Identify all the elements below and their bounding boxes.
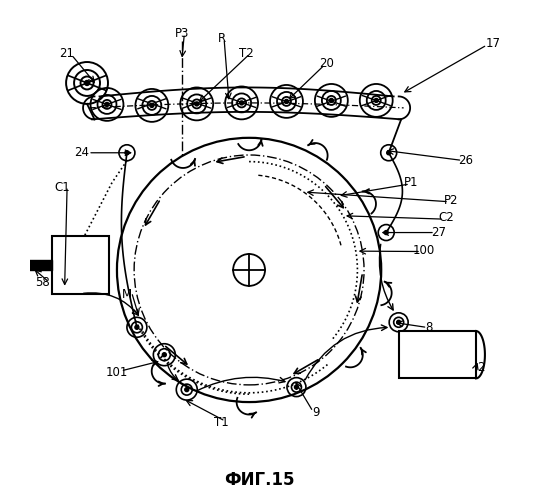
Text: 2: 2 xyxy=(477,360,485,374)
Circle shape xyxy=(105,102,109,106)
Text: 21: 21 xyxy=(60,46,75,60)
Circle shape xyxy=(239,101,244,105)
Text: 24: 24 xyxy=(75,146,89,160)
Circle shape xyxy=(195,102,199,106)
Circle shape xyxy=(150,104,154,108)
Text: P1: P1 xyxy=(404,176,418,189)
Text: 17: 17 xyxy=(486,36,501,50)
Text: 9: 9 xyxy=(312,406,320,418)
Text: 27: 27 xyxy=(431,226,446,239)
Bar xyxy=(52,236,109,294)
Circle shape xyxy=(397,320,401,324)
Text: T1: T1 xyxy=(214,416,229,428)
Bar xyxy=(398,331,476,378)
Text: C1: C1 xyxy=(54,181,70,194)
Circle shape xyxy=(384,230,388,234)
Text: R: R xyxy=(218,32,226,44)
Text: T2: T2 xyxy=(239,46,254,60)
Text: 100: 100 xyxy=(412,244,435,256)
Circle shape xyxy=(85,80,89,86)
Text: M: M xyxy=(122,288,132,302)
Circle shape xyxy=(135,326,139,330)
Circle shape xyxy=(125,151,129,155)
Circle shape xyxy=(374,98,378,102)
Text: 58: 58 xyxy=(35,276,50,289)
Circle shape xyxy=(295,385,299,389)
Text: P2: P2 xyxy=(444,194,458,206)
Text: C2: C2 xyxy=(438,211,454,224)
Text: 101: 101 xyxy=(106,366,128,378)
Circle shape xyxy=(285,100,288,103)
Text: 26: 26 xyxy=(459,154,474,167)
Text: ФИГ.15: ФИГ.15 xyxy=(224,472,294,490)
Text: 8: 8 xyxy=(425,321,432,334)
Circle shape xyxy=(162,352,166,356)
Circle shape xyxy=(387,151,391,155)
Circle shape xyxy=(185,388,189,392)
Text: P3: P3 xyxy=(175,26,189,40)
Text: 20: 20 xyxy=(319,56,334,70)
Circle shape xyxy=(329,98,333,102)
